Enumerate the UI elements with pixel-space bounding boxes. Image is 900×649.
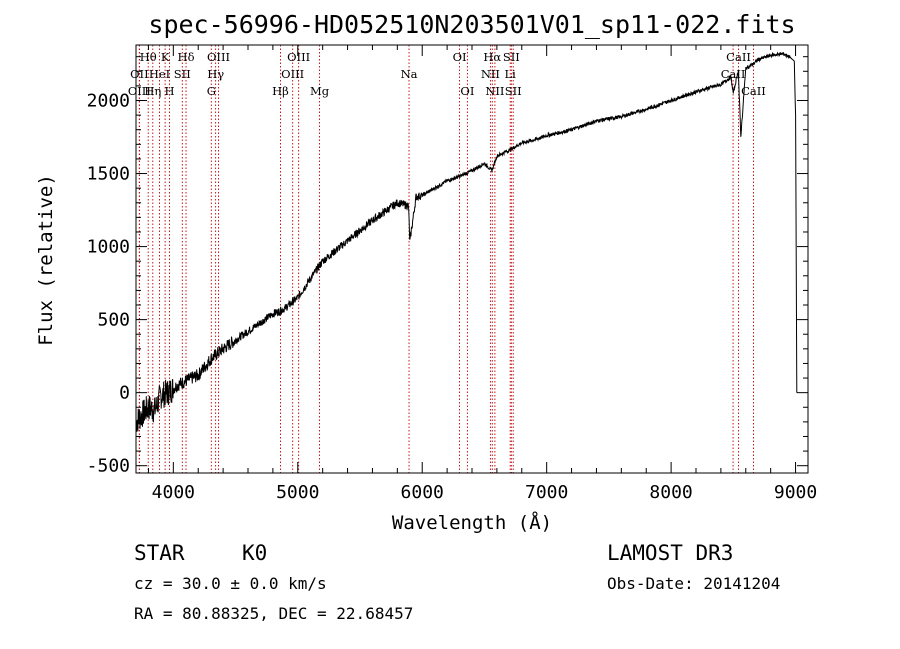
y-tick-label: 1000 xyxy=(87,237,130,258)
y-tick-label: 1500 xyxy=(87,164,130,185)
spectral-line-label: OI xyxy=(453,50,467,64)
spectral-line-label: Mg xyxy=(310,84,330,98)
spectral-line-markers xyxy=(138,45,754,473)
spectral-line-label: SII xyxy=(505,84,522,98)
spectral-line-label: CaII xyxy=(726,50,751,64)
y-tick-label: 0 xyxy=(119,383,130,404)
x-tick-label: 4000 xyxy=(152,482,195,503)
spectral-line-label: CaII xyxy=(741,84,766,98)
chart-title: spec-56996-HD052510N203501V01_sp11-022.f… xyxy=(148,10,795,39)
object-class: STAR xyxy=(134,541,185,565)
spectral-line-label: HeI xyxy=(149,67,170,81)
x-tick-label: 8000 xyxy=(649,482,692,503)
x-axis-ticks: 4000 5000 6000 7000 8000 9000 xyxy=(147,45,817,503)
x-axis-label: Wavelength (Å) xyxy=(392,511,552,534)
spectral-line-label: NII xyxy=(485,84,504,98)
survey-name: LAMOST DR3 xyxy=(607,541,733,565)
y-tick-label: 2000 xyxy=(87,91,130,112)
plot-frame xyxy=(135,44,809,474)
spectral-line-label: Hδ xyxy=(178,50,195,64)
x-tick-label: 6000 xyxy=(401,482,444,503)
spectral-line-label: Hη xyxy=(144,84,161,98)
spectral-line-label: OI xyxy=(460,84,474,98)
spectral-line-label: SII xyxy=(503,50,520,64)
y-tick-label: 500 xyxy=(97,310,130,331)
spectral-line-label: Na xyxy=(401,67,418,81)
spectral-line-label: NII xyxy=(481,67,500,81)
spectral-line-label: SII xyxy=(174,67,191,81)
x-tick-label: 9000 xyxy=(774,482,817,503)
spectrum-line xyxy=(135,51,798,432)
coordinates: RA = 80.88325, DEC = 22.68457 xyxy=(134,604,413,623)
spectrum-series xyxy=(135,51,798,432)
spectral-line-label: Hβ xyxy=(272,84,289,98)
y-axis-label: Flux (relative) xyxy=(35,174,57,346)
spectral-line-label: G xyxy=(207,84,216,98)
object-subclass: K0 xyxy=(242,541,267,565)
spectral-line-label: CaII xyxy=(721,67,746,81)
spectral-line-label: OIII xyxy=(287,50,310,64)
spectral-line-label: OII xyxy=(130,67,149,81)
y-tick-label: -500 xyxy=(87,456,130,477)
spectral-line-label: Li xyxy=(505,67,517,81)
x-tick-label: 5000 xyxy=(276,482,319,503)
spectral-line-label: H xyxy=(164,84,174,98)
spectral-line-label: Hα xyxy=(483,50,501,64)
x-tick-label: 7000 xyxy=(525,482,568,503)
spectral-line-label: OIII xyxy=(128,84,151,98)
spectral-line-label: Hθ xyxy=(140,50,157,64)
y-axis-ticks: -500 0 500 1000 1500 2000 xyxy=(87,56,808,477)
obs-date: Obs-Date: 20141204 xyxy=(607,574,780,593)
spectral-line-label: OIII xyxy=(281,67,304,81)
redshift-text: cz = 30.0 ± 0.0 km/s xyxy=(134,574,327,593)
spectral-line-label: K xyxy=(161,50,170,64)
spectral-line-label: OIII xyxy=(207,50,230,64)
spectral-line-label: Hγ xyxy=(207,67,224,81)
